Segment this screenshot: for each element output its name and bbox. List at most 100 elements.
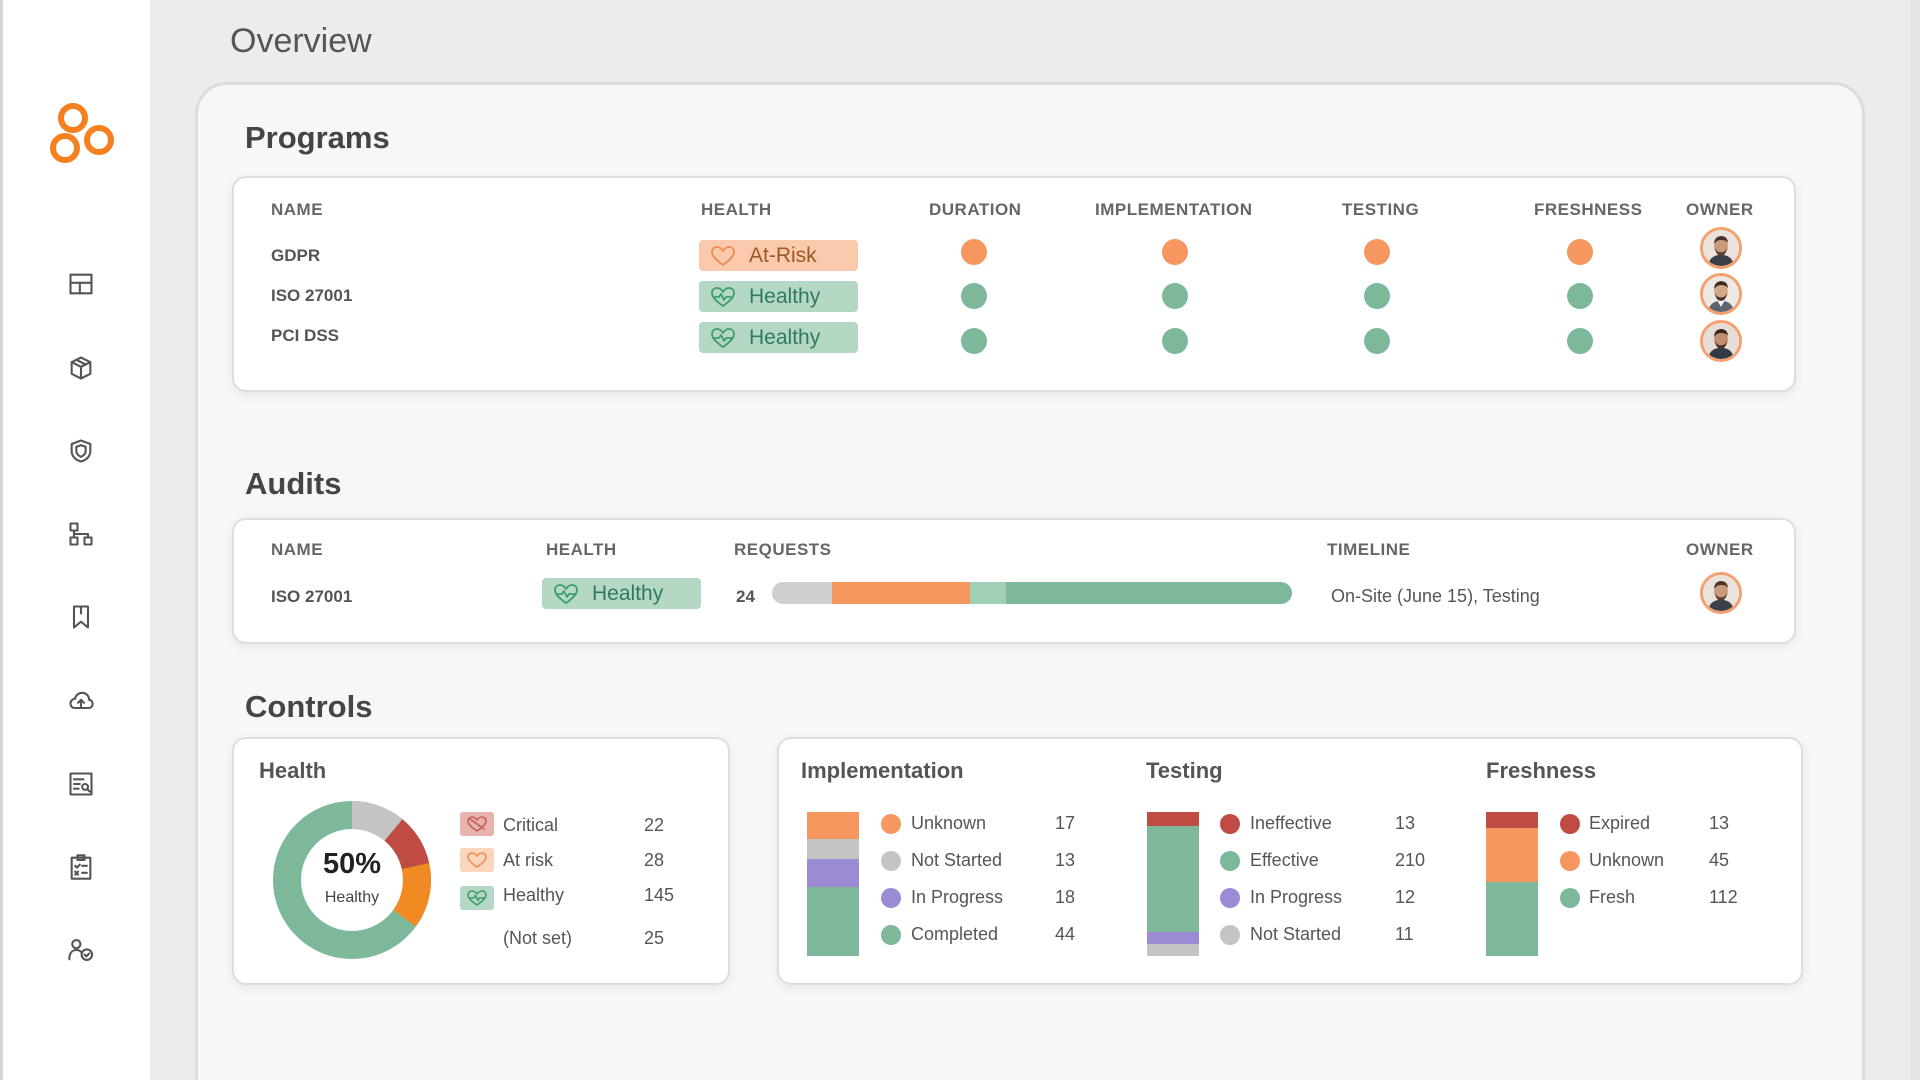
implementation-stacked-bar[interactable]: [807, 812, 859, 956]
stack-segment-completed: [807, 887, 859, 956]
health-legend-value: 22: [644, 815, 665, 835]
programs-title: Programs: [245, 120, 390, 155]
owner-avatar[interactable]: [1700, 273, 1742, 315]
programs-header-freshness: FRESHNESS: [1534, 200, 1643, 219]
health-legend-label: Healthy: [503, 885, 565, 905]
freshness-card-title: Freshness: [1486, 758, 1597, 783]
program-name[interactable]: ISO 27001: [271, 286, 353, 305]
requests-progress-bar[interactable]: [772, 582, 1292, 604]
health-badge-label: Healthy: [592, 581, 664, 605]
donut-segment-at-risk: [273, 801, 431, 959]
page-scrollbar[interactable]: [1910, 0, 1920, 1080]
health-badge-healthy[interactable]: Healthy: [699, 281, 858, 312]
freshness-stacked-bar[interactable]: [1486, 812, 1538, 956]
health-badge-label: At-Risk: [749, 243, 817, 267]
legend-dot: [1220, 888, 1240, 908]
requests-segment-green: [1005, 582, 1292, 604]
health-badge-label: Healthy: [749, 284, 821, 308]
program-name[interactable]: PCI DSS: [271, 326, 340, 345]
report-icon[interactable]: [65, 768, 97, 800]
audits-header-timeline: TIMELINE: [1327, 540, 1411, 559]
audits-header-requests: REQUESTS: [734, 540, 832, 559]
freshness-legend-label: Unknown: [1589, 850, 1665, 870]
programs-header-testing: TESTING: [1342, 200, 1420, 219]
legend-dot: [1560, 851, 1580, 871]
freshness-legend-label: Expired: [1589, 813, 1651, 833]
audits-header-health: HEALTH: [546, 540, 617, 559]
implementation-status-dot: [1162, 239, 1188, 265]
testing-status-dot: [1364, 283, 1390, 309]
duration-status-dot: [961, 328, 987, 354]
owner-avatar[interactable]: [1700, 227, 1742, 269]
implementation-legend-value: 13: [1055, 850, 1076, 870]
testing-stacked-bar[interactable]: [1147, 812, 1199, 956]
implementation-legend-label: Not Started: [911, 850, 1003, 870]
health-badge-healthy[interactable]: Healthy: [542, 578, 701, 609]
legend-dot: [1220, 851, 1240, 871]
testing-card-title: Testing: [1146, 758, 1223, 783]
testing-legend-label: Not Started: [1250, 924, 1342, 944]
program-name[interactable]: GDPR: [271, 246, 321, 265]
programs-table: [232, 176, 1796, 392]
stack-segment-expired: [1486, 812, 1538, 828]
heartbeat-icon: [707, 326, 739, 350]
owner-avatar[interactable]: [1700, 572, 1742, 614]
programs-header-name: NAME: [271, 200, 324, 219]
audit-name[interactable]: ISO 27001: [271, 587, 353, 606]
freshness-status-dot: [1567, 283, 1593, 309]
shield-icon[interactable]: [65, 435, 97, 467]
stack-segment-unknown: [807, 812, 859, 839]
programs-header-implementation: IMPLEMENTATION: [1095, 200, 1253, 219]
health-donut-chart[interactable]: [272, 800, 432, 960]
donut-segment-not-set: [273, 801, 431, 959]
stack-segment-in-progress: [807, 858, 859, 888]
heartbeat-icon: [550, 582, 582, 606]
programs-header-owner: OWNER: [1686, 200, 1754, 219]
freshness-legend-label: Fresh: [1589, 887, 1636, 907]
stack-segment-ineffective: [1147, 812, 1199, 826]
health-legend-label: At risk: [503, 850, 554, 870]
implementation-legend-value: 44: [1055, 924, 1076, 944]
broken-heart-icon: [460, 812, 494, 836]
legend-dot: [881, 814, 901, 834]
legend-dot: [1560, 814, 1580, 834]
user-badge-icon[interactable]: [65, 934, 97, 966]
freshness-legend-value: 112: [1709, 887, 1738, 907]
owner-avatar[interactable]: [1700, 320, 1742, 362]
health-badge-label: Healthy: [749, 325, 821, 349]
dashboard-icon[interactable]: [65, 268, 97, 300]
freshness-legend-value: 13: [1709, 813, 1730, 833]
legend-dot: [881, 888, 901, 908]
controls-title: Controls: [245, 689, 373, 724]
health-card-title: Health: [259, 758, 327, 783]
bookmark-icon[interactable]: [65, 601, 97, 633]
duration-status-dot: [961, 283, 987, 309]
health-badge-healthy[interactable]: Healthy: [699, 322, 858, 353]
heart-icon: [460, 848, 494, 872]
programs-header-health: HEALTH: [701, 200, 772, 219]
testing-status-dot: [1364, 328, 1390, 354]
audits-header-owner: OWNER: [1686, 540, 1754, 559]
health-legend-label: (Not set): [503, 928, 573, 948]
stack-segment-in-progress: [1147, 931, 1199, 945]
health-badge-at-risk[interactable]: At-Risk: [699, 240, 858, 271]
testing-legend-label: Ineffective: [1250, 813, 1332, 833]
page-title: Overview: [230, 22, 372, 60]
testing-legend-label: In Progress: [1250, 887, 1343, 907]
implementation-status-dot: [1162, 283, 1188, 309]
implementation-legend-value: 17: [1055, 813, 1076, 833]
testing-legend-value: 11: [1395, 924, 1414, 944]
testing-legend-value: 210: [1395, 850, 1426, 870]
implementation-status-dot: [1162, 328, 1188, 354]
requests-count: 24: [736, 587, 755, 606]
stack-segment-not-started: [807, 838, 859, 859]
legend-dot: [1220, 925, 1240, 945]
heart-icon: [707, 244, 739, 268]
hierarchy-icon[interactable]: [65, 518, 97, 550]
heartbeat-icon: [707, 285, 739, 309]
box-icon[interactable]: [65, 352, 97, 384]
freshness-status-dot: [1567, 328, 1593, 354]
clipboard-checklist-icon[interactable]: [65, 851, 97, 883]
app-logo[interactable]: [49, 100, 121, 172]
cloud-upload-icon[interactable]: [65, 685, 97, 717]
